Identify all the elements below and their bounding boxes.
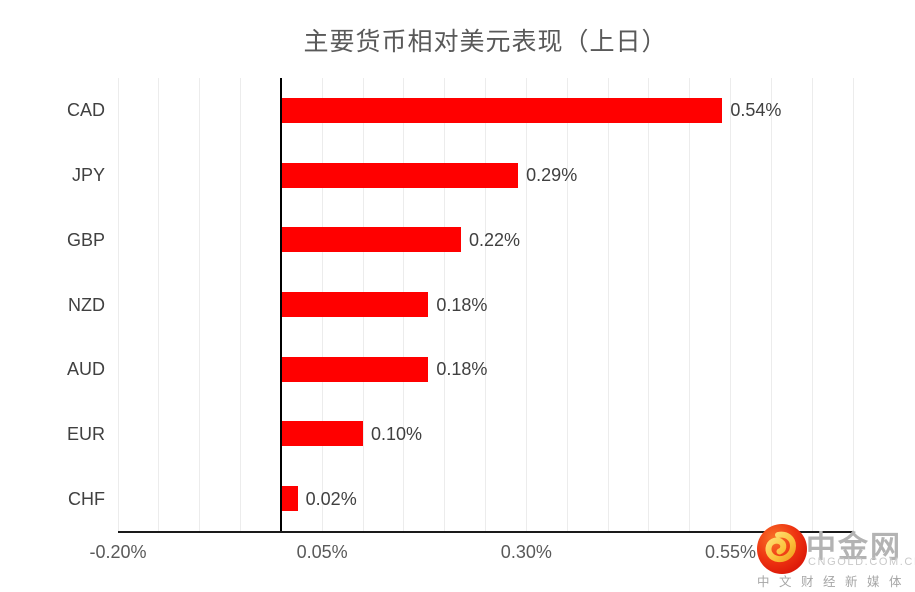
bar-jpy	[281, 162, 519, 188]
minor-gridline	[811, 78, 813, 531]
minor-gridline	[240, 78, 241, 531]
x-axis-line	[118, 531, 853, 533]
cngold-cloud-logo-icon	[757, 524, 807, 574]
value-label-eur: 0.10%	[371, 423, 423, 444]
cngold-watermark: 中金网 CNGOLD.COM.CN 中文财经新媒体	[755, 522, 915, 589]
minor-gridline	[566, 78, 568, 531]
category-label-nzd: NZD	[68, 294, 105, 315]
minor-gridline	[117, 78, 119, 531]
bar-eur	[281, 421, 363, 447]
value-label-gbp: 0.22%	[469, 229, 521, 250]
x-tick-label: 0.55%	[704, 542, 757, 562]
zero-axis-line	[280, 78, 283, 531]
minor-gridline	[199, 78, 201, 531]
value-label-chf: 0.02%	[305, 488, 357, 509]
category-label-cad: CAD	[66, 100, 105, 121]
category-label-jpy: JPY	[71, 165, 105, 186]
minor-gridline	[689, 78, 691, 531]
minor-gridline	[648, 78, 650, 531]
minor-gridline	[730, 78, 731, 531]
minor-gridline	[444, 78, 446, 531]
x-tick-label: 0.05%	[296, 542, 348, 562]
brand-name: 中金网	[806, 531, 902, 564]
category-label-eur: EUR	[66, 423, 105, 444]
bar-aud	[281, 356, 429, 382]
value-label-aud: 0.18%	[436, 359, 488, 380]
bar-cad	[281, 97, 723, 123]
category-label-gbp: GBP	[66, 229, 105, 250]
brand-tagline: 中文财经新媒体	[757, 575, 912, 589]
minor-gridline	[770, 78, 772, 531]
bar-chf	[281, 486, 298, 512]
value-label-nzd: 0.18%	[436, 294, 488, 315]
minor-gridline	[485, 78, 486, 531]
minor-gridline	[525, 78, 527, 531]
x-tick-label: -0.20%	[89, 542, 147, 562]
x-tick-label: 0.30%	[500, 542, 552, 562]
minor-gridline	[852, 78, 854, 531]
value-label-jpy: 0.29%	[526, 165, 578, 186]
minor-gridline	[607, 78, 609, 531]
chart-title: 主要货币相对美元表现（上日）	[303, 28, 668, 56]
value-label-cad: 0.54%	[730, 100, 782, 121]
bar-gbp	[281, 227, 461, 253]
category-label-chf: CHF	[68, 488, 105, 509]
category-label-aud: AUD	[66, 359, 105, 380]
brand-domain: CNGOLD.COM.CN	[808, 556, 915, 568]
minor-gridline	[158, 78, 160, 531]
bar-nzd	[281, 292, 429, 317]
